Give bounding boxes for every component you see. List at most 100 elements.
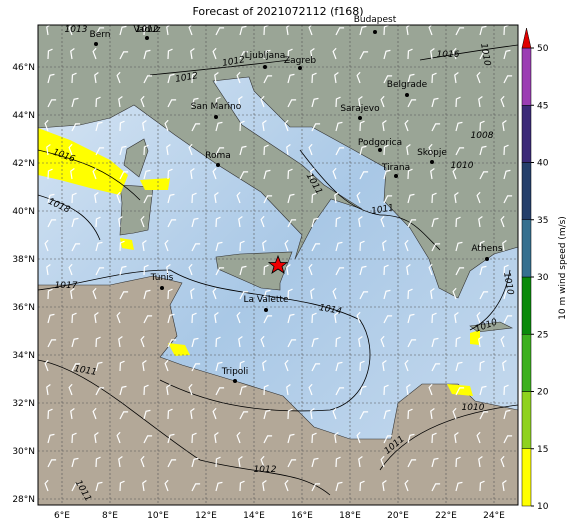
wind-barb xyxy=(118,336,123,348)
wind-barb xyxy=(430,408,435,420)
wind-barb xyxy=(167,408,173,420)
colorbar-segment xyxy=(521,391,532,449)
wind-barb xyxy=(503,169,511,180)
wind-barb xyxy=(95,456,101,468)
colorbar-tick-label: 15 xyxy=(537,445,548,455)
wind-barb xyxy=(359,240,365,252)
isobar-label: 1017 xyxy=(55,281,78,291)
wind-barb xyxy=(47,408,53,420)
wind-barb xyxy=(119,171,129,180)
wind-barb xyxy=(335,27,345,36)
wind-barb xyxy=(478,336,483,348)
wind-barb xyxy=(455,456,461,468)
wind-barb xyxy=(239,240,245,252)
wind-barb xyxy=(428,143,433,156)
colorbar-tick-label: 35 xyxy=(537,216,548,226)
wind-patch xyxy=(140,178,170,190)
wind-barb xyxy=(71,457,79,468)
wind-barb xyxy=(239,480,245,492)
wind-barb xyxy=(479,385,487,396)
wind-barb xyxy=(263,75,273,84)
wind-barb xyxy=(380,335,385,348)
isobar xyxy=(419,44,518,61)
wind-barb xyxy=(239,411,249,420)
wind-barb xyxy=(407,99,417,108)
map-area xyxy=(38,25,518,505)
wind-barb xyxy=(71,72,77,84)
wind-barb xyxy=(142,120,147,132)
wind-patch xyxy=(38,128,128,195)
wind-barb xyxy=(191,97,199,108)
wind-barb xyxy=(191,363,201,372)
wind-barb xyxy=(262,240,267,252)
wind-barb xyxy=(140,215,145,228)
wind-barb xyxy=(46,144,51,156)
wind-barb xyxy=(359,265,367,276)
wind-barb xyxy=(95,96,101,108)
wind-barb xyxy=(503,49,511,60)
wind-barb xyxy=(431,337,439,348)
wind-barb xyxy=(454,72,459,84)
wind-barb xyxy=(47,73,55,84)
wind-barb xyxy=(263,384,269,396)
wind-barb xyxy=(239,291,249,300)
city-label: Roma xyxy=(205,151,231,161)
wind-barb xyxy=(478,456,483,468)
city-dot xyxy=(233,379,237,383)
wind-barb xyxy=(359,25,367,36)
wind-barb xyxy=(311,243,321,252)
wind-barb xyxy=(431,312,437,324)
lon-tick-label: 22°E xyxy=(435,511,457,521)
colorbar-segment xyxy=(521,448,532,507)
wind-barb xyxy=(287,459,297,468)
wind-barb xyxy=(167,288,173,300)
wind-barb xyxy=(143,144,149,156)
city-label: Tirana xyxy=(381,163,410,173)
city-label: Skopje xyxy=(417,148,447,158)
wind-barb xyxy=(143,264,149,276)
wind-barb xyxy=(383,195,393,204)
wind-barb xyxy=(46,384,51,396)
city-dot xyxy=(373,30,377,34)
wind-barb xyxy=(71,483,81,492)
wind-barb xyxy=(47,48,53,60)
wind-barb xyxy=(284,119,289,132)
city-label: Vaduz xyxy=(133,25,160,35)
wind-barb xyxy=(455,147,465,156)
isobar xyxy=(38,194,101,241)
wind-barb xyxy=(335,267,345,276)
colorbar-extend xyxy=(521,27,532,49)
lat-tick-label: 30°N xyxy=(12,447,35,457)
wind-barb xyxy=(356,311,361,324)
wind-barb xyxy=(431,483,441,492)
wind-barb xyxy=(94,72,99,84)
wind-barb xyxy=(383,315,393,324)
wind-barb xyxy=(143,169,151,180)
wind-barb xyxy=(502,240,507,252)
wind-barb xyxy=(503,75,513,84)
wind-barb xyxy=(236,311,241,324)
wind-barb xyxy=(500,95,505,108)
wind-barb xyxy=(334,192,339,204)
isobar xyxy=(38,359,331,496)
wind-barb xyxy=(479,240,485,252)
wind-barb xyxy=(140,455,145,468)
wind-barb xyxy=(407,339,417,348)
wind-barb xyxy=(287,408,293,420)
wind-barb xyxy=(287,219,297,228)
colorbar-segment xyxy=(521,47,532,106)
wind-barb xyxy=(47,313,55,324)
wind-barb xyxy=(311,97,319,108)
wind-barb xyxy=(263,289,271,300)
wind-barb xyxy=(166,384,171,396)
colorbar-tick-label: 25 xyxy=(537,330,548,340)
wind-patch xyxy=(470,330,480,345)
wind-barb xyxy=(404,119,409,132)
wind-barb xyxy=(119,411,129,420)
isobar-label: 1016 xyxy=(437,50,460,60)
wind-barb xyxy=(119,360,125,372)
wind-barb xyxy=(335,481,343,492)
isobar xyxy=(38,149,141,201)
wind-barb xyxy=(215,481,223,492)
